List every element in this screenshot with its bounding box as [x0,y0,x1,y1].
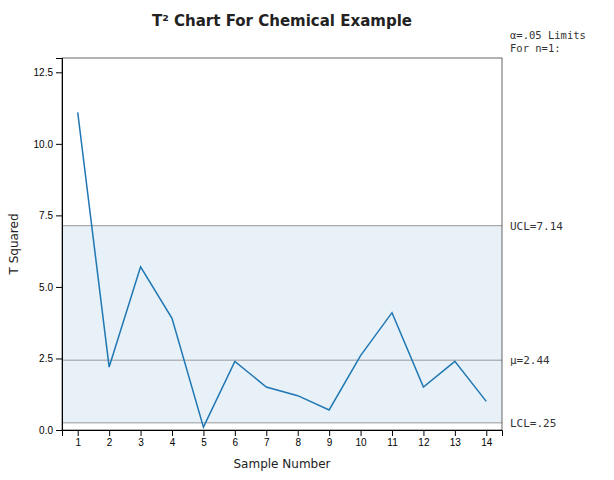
x-tick: 11 [387,430,398,448]
x-tick-mark [392,430,393,436]
x-tick: 3 [138,430,144,448]
y-tick-mark [56,430,62,431]
x-tick: 8 [295,430,301,448]
x-tick-label: 8 [295,437,301,448]
x-tick-mark [329,430,330,436]
y-tick-label: 12.5 [34,67,54,78]
x-tick-label: 12 [418,437,430,448]
annotation-line: For n=1: [510,42,561,54]
x-tick-label: 11 [387,437,398,448]
y-tick: 7.5 [39,210,62,221]
x-tick-mark [141,430,142,436]
x-tick-mark [109,430,110,436]
x-tick-label: 14 [481,437,493,448]
y-axis-line [56,59,63,431]
x-tick: 7 [264,430,270,448]
x-tick-label: 4 [170,437,176,448]
y-tick-mark [56,287,62,288]
x-axis-line [63,431,503,437]
data-line [78,112,487,427]
y-tick: 2.5 [39,353,62,364]
x-tick-label: 1 [75,437,81,448]
x-tick-label: 9 [327,437,333,448]
control-label: UCL=7.14 [510,220,563,233]
x-tick-label: 7 [264,437,270,448]
x-tick: 10 [356,430,368,448]
x-tick: 5 [201,430,207,448]
y-tick-label: 2.5 [39,353,53,364]
x-tick-mark [235,430,236,436]
y-tick-mark [56,215,62,216]
y-tick-label: 7.5 [39,210,53,221]
x-tick-mark [455,430,456,436]
x-tick: 12 [418,430,430,448]
plot-frame [62,58,502,430]
x-tick-label: 5 [201,437,207,448]
y-tick-mark [56,358,62,359]
y-tick-label: 10.0 [34,139,54,150]
x-tick: 13 [450,430,462,448]
annotation-line: α=.05 Limits [510,29,586,41]
control-band [62,226,502,423]
x-tick: 9 [327,430,333,448]
y-tick: 12.5 [34,67,62,78]
title: T² Chart For Chemical Example [152,12,412,30]
x-tick-label: 2 [107,437,113,448]
annotation: α=.05 LimitsFor n=1: [510,29,586,54]
plot: 12345678910111213140.02.55.07.510.012.5U… [34,29,586,448]
y-tick: 0.0 [39,425,62,436]
control-line [62,422,502,423]
x-tick: 6 [233,430,239,448]
x-tick-label: 3 [138,437,144,448]
x-tick-label: 13 [450,437,462,448]
x-tick-mark [78,430,79,436]
x-axis-title: Sample Number [233,457,330,471]
y-tick: 5.0 [39,282,62,293]
control-label: μ=2.44 [510,354,550,367]
x-tick: 4 [170,430,176,448]
x-tick-label: 6 [233,437,239,448]
x-tick-mark [486,430,487,436]
control-line [62,225,502,226]
control-label: LCL=.25 [510,417,556,430]
marks [62,112,502,427]
x-tick-mark [423,430,424,436]
y-axis-title: T Squared [7,213,21,275]
control-line [62,360,502,361]
y-axis: 0.0 2.5 5.0 7.5 10.0 12.5 [34,59,63,436]
x-tick-mark [361,430,362,436]
x-tick-mark [298,430,299,436]
x-tick: 1 [75,430,81,448]
x-axis: 1234567891011121314 [63,430,503,448]
x-tick-label: 10 [356,437,368,448]
y-tick-mark [56,72,62,73]
x-tick-mark [203,430,204,436]
x-tick: 14 [481,430,493,448]
y-tick: 10.0 [34,139,62,150]
y-tick-label: 0.0 [39,425,53,436]
y-tick-label: 5.0 [39,282,53,293]
chart: 12345678910111213140.02.55.07.510.012.5U… [0,0,614,480]
x-tick-mark [266,430,267,436]
y-tick-mark [56,144,62,145]
x-tick: 2 [107,430,113,448]
x-tick-mark [172,430,173,436]
